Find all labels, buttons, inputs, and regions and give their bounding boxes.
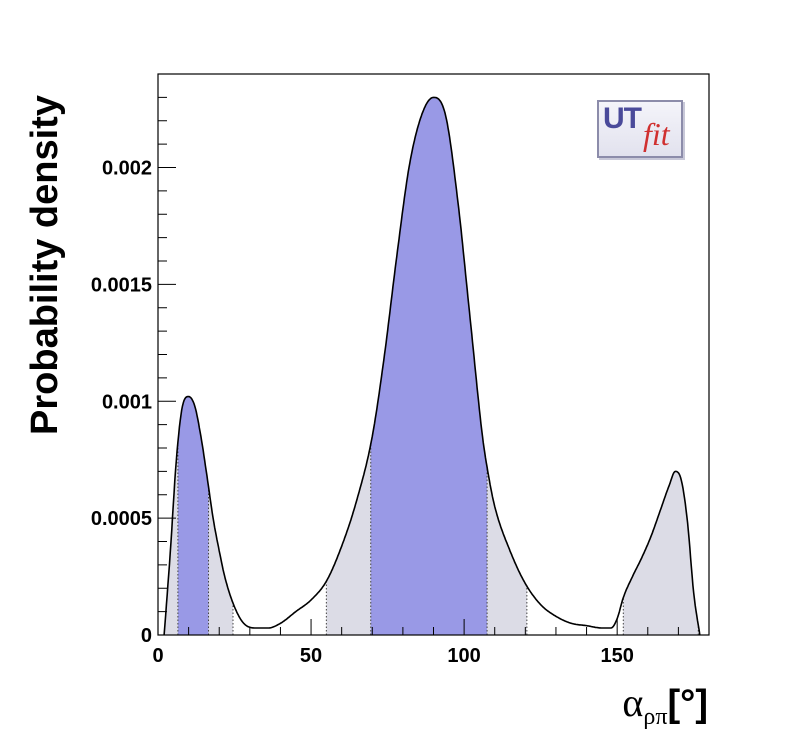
x-axis-label-symbol: α — [622, 680, 643, 725]
x-axis-label: αρπ[°] — [622, 680, 708, 730]
x-axis: 0 50 100 150 — [152, 619, 710, 667]
y-axis: 0 0.0005 0.001 0.0015 0.002 — [91, 73, 176, 647]
y-tick-label: 0.001 — [102, 391, 152, 413]
band-edge-lines — [177, 442, 699, 635]
logo-text-ut: UT — [603, 102, 642, 135]
y-tick-label: 0 — [141, 625, 152, 647]
x-axis-label-subscript: ρπ — [643, 704, 667, 730]
y-axis-label: Probability density — [24, 95, 66, 435]
band-inner-3 — [177, 396, 209, 635]
x-axis-label-unit: [°] — [667, 683, 708, 725]
x-tick-label: 150 — [600, 645, 633, 667]
confidence-bands — [162, 97, 699, 635]
x-tick-label: 50 — [300, 645, 322, 667]
y-tick-label: 0.0015 — [91, 274, 152, 296]
y-tick-label: 0.0005 — [91, 508, 152, 530]
band-outer-2 — [623, 471, 699, 635]
logo-text-fit: fit — [643, 116, 670, 152]
band-inner-4 — [370, 97, 488, 635]
y-tick-label: 0.002 — [102, 158, 152, 180]
utfit-logo: UT fit — [597, 100, 683, 158]
x-tick-label: 100 — [447, 645, 480, 667]
x-tick-label: 0 — [152, 645, 163, 667]
density-curve — [163, 96, 701, 636]
